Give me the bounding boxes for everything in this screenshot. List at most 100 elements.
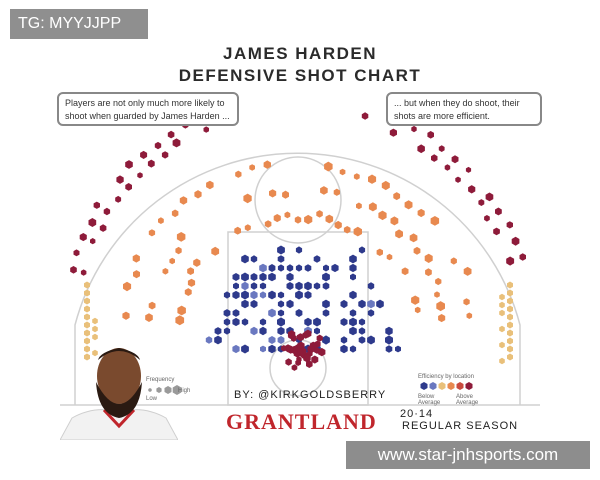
shot-hexagon: [156, 387, 162, 393]
chart-title-line2: DEFENSIVE SHOT CHART: [178, 66, 422, 85]
shot-hexagon: [367, 299, 375, 309]
shot-hexagon: [507, 353, 513, 361]
shot-hexagon: [395, 345, 401, 353]
shot-hexagon: [154, 141, 162, 150]
shot-hexagon: [235, 170, 242, 178]
shot-hexagon: [84, 321, 90, 329]
shot-hexagon: [404, 200, 413, 210]
hex-layer: [70, 111, 526, 395]
shot-hexagon: [499, 341, 505, 349]
shot-hexagon: [158, 217, 164, 224]
shot-hexagon: [389, 128, 397, 137]
shot-hexagon: [307, 344, 315, 354]
shot-hexagon: [294, 216, 302, 224]
shot-hexagon: [349, 290, 357, 300]
shot-hexagon: [322, 299, 330, 309]
shot-hexagon: [232, 273, 240, 281]
shot-hexagon: [414, 306, 421, 314]
shot-hexagon: [244, 224, 251, 232]
shot-hexagon: [507, 281, 513, 289]
shot-hexagon: [468, 185, 476, 194]
shot-hexagon: [70, 266, 77, 274]
shot-hexagon: [295, 290, 303, 300]
credit-byline: BY: @KIRKGOLDSBERRY: [234, 389, 387, 401]
top-watermark-tag: TG: MYYJJPP: [10, 9, 148, 39]
shot-hexagon: [193, 258, 201, 267]
shot-hexagon: [295, 359, 301, 366]
shot-hexagon: [438, 145, 445, 152]
shot-hexagon: [84, 281, 90, 289]
shot-hexagon: [417, 144, 425, 154]
shot-hexagon: [367, 309, 375, 317]
shot-hexagon: [324, 161, 333, 172]
shot-hexagon: [281, 345, 287, 352]
shot-hexagon: [291, 364, 298, 371]
shot-hexagon: [376, 248, 383, 256]
shot-hexagon: [411, 125, 417, 133]
shot-hexagon: [148, 301, 156, 310]
shot-hexagon: [323, 264, 329, 272]
shot-hexagon: [507, 297, 513, 305]
shot-hexagon: [385, 326, 393, 336]
shot-hexagon: [506, 221, 513, 229]
shot-hexagon: [137, 172, 143, 179]
shot-hexagon: [358, 318, 366, 326]
shot-hexagon: [303, 353, 311, 363]
shot-hexagon: [241, 344, 249, 354]
shot-hexagon: [297, 348, 303, 355]
shot-hexagon: [314, 327, 320, 335]
shot-hexagon: [349, 317, 357, 327]
shot-hexagon: [103, 207, 111, 216]
shot-hexagon: [367, 335, 375, 345]
shot-hexagon: [250, 299, 258, 309]
shot-hexagon: [273, 214, 281, 223]
shot-hexagon: [296, 333, 304, 341]
shot-hexagon: [148, 229, 156, 237]
shot-hexagon: [340, 336, 348, 344]
shot-hexagon: [233, 282, 239, 290]
shot-hexagon: [232, 290, 240, 300]
shot-hexagon: [259, 282, 267, 290]
legend-below-label: Below Average: [418, 394, 441, 406]
shot-hexagon: [304, 291, 312, 299]
shot-hexagon: [368, 202, 377, 212]
shot-hexagon: [334, 220, 342, 230]
shot-hexagon: [381, 180, 390, 191]
shot-hexagon: [295, 246, 303, 254]
shot-hexagon: [259, 291, 267, 299]
player-avatar: [60, 348, 178, 440]
shot-hexagon: [349, 309, 357, 317]
shot-hexagon: [92, 349, 98, 357]
shot-hexagon: [385, 345, 393, 353]
shot-hexagon: [284, 344, 292, 353]
shot-hexagon: [288, 332, 295, 340]
legend-high-label: High: [178, 388, 191, 394]
shot-hexagon: [214, 327, 222, 335]
shot-hexagon: [268, 264, 276, 272]
shot-hexagon: [424, 253, 433, 263]
shot-hexagon: [286, 272, 294, 282]
shot-hexagon: [450, 257, 457, 265]
shot-hexagon: [84, 297, 90, 305]
shot-hexagon: [320, 186, 328, 195]
shot-hexagon: [349, 326, 357, 336]
shot-hexagon: [206, 180, 214, 190]
shot-hexagon: [184, 288, 192, 296]
shot-hexagon: [295, 264, 303, 272]
shot-hexagon: [436, 301, 445, 312]
shot-hexagon: [413, 246, 421, 255]
shot-hexagon: [306, 360, 313, 368]
shot-hexagon: [507, 305, 513, 313]
shot-hexagon: [88, 218, 97, 227]
shot-hexagon: [506, 256, 515, 266]
shot-hexagon: [304, 281, 312, 291]
shot-hexagon: [187, 267, 194, 275]
shot-hexagon: [367, 282, 375, 290]
shot-hexagon: [349, 345, 357, 353]
shot-hexagon: [358, 299, 366, 309]
shot-hexagon: [435, 277, 442, 286]
shot-hexagon: [241, 272, 249, 282]
shot-hexagon: [311, 355, 319, 364]
shot-hexagon: [232, 344, 240, 354]
shot-hexagon: [361, 112, 369, 120]
